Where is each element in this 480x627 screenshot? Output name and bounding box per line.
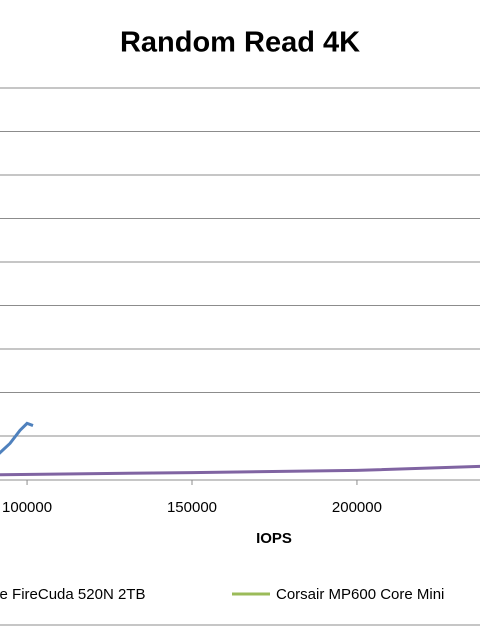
x-axis-label: IOPS [256,530,292,547]
x-tick-label: 100000 [2,499,52,516]
x-tick-label: 200000 [332,499,382,516]
gridlines [0,87,480,481]
plot-area [0,421,480,477]
series-line [0,464,480,477]
legend-label: Seagate FireCuda 520N 2TB [0,586,145,603]
chart-title: Random Read 4K [120,27,360,59]
legend-label: Corsair MP600 Core Mini [276,586,444,603]
series-line [0,421,34,455]
x-tick-label: 150000 [167,499,217,516]
